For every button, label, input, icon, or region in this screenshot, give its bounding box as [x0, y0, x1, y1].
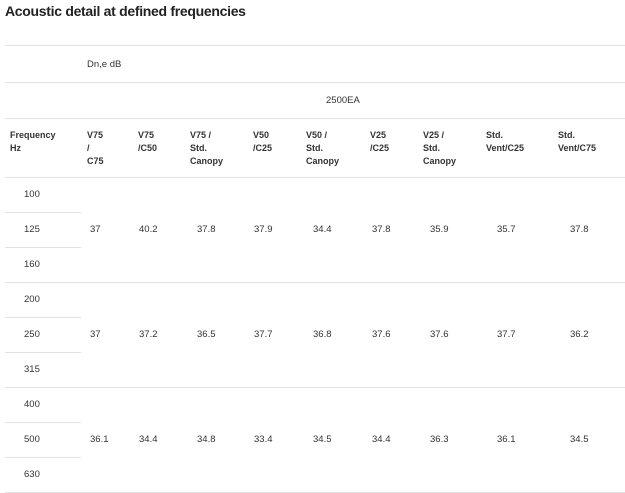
value: 36.1: [497, 434, 516, 445]
column-header: Std. Vent/C75: [558, 130, 597, 153]
column-header: V25 /C25: [370, 130, 390, 153]
value: 36.5: [197, 329, 216, 340]
cell-line: [5, 422, 81, 423]
value: 34.5: [570, 434, 589, 445]
row-line: [5, 387, 625, 388]
column-header: Std. Vent/C25: [486, 130, 525, 153]
cell-line: [5, 212, 81, 213]
value: 37: [90, 329, 101, 340]
row-line: [5, 282, 625, 283]
value: 33.4: [254, 434, 273, 445]
measure-label: Dn,e dB: [87, 59, 122, 70]
value: 36.8: [313, 329, 332, 340]
column-header: V50 / Std. Canopy: [306, 130, 340, 166]
value: 37: [90, 224, 101, 235]
cell-line: [5, 247, 81, 248]
frequency: 400: [24, 399, 40, 410]
column-header: V75 / Std. Canopy: [190, 130, 224, 166]
cell-line: [5, 317, 81, 318]
cell-line: [5, 457, 81, 458]
value: 37.7: [254, 329, 273, 340]
value: 34.5: [313, 434, 332, 445]
value: 37.8: [372, 224, 391, 235]
value: 34.4: [139, 434, 158, 445]
value: 37.7: [497, 329, 516, 340]
value: 37.2: [139, 329, 158, 340]
value: 35.7: [497, 224, 516, 235]
value: 34.8: [197, 434, 216, 445]
value: 37.6: [372, 329, 391, 340]
frequency: 315: [24, 364, 40, 375]
row-line: [5, 177, 625, 178]
row-line: [5, 82, 625, 83]
value: 35.9: [430, 224, 449, 235]
frequency: 125: [24, 224, 40, 235]
frequency: 250: [24, 329, 40, 340]
value: 34.4: [313, 224, 332, 235]
column-header: V75 / C75: [87, 130, 104, 166]
value: 37.9: [254, 224, 273, 235]
column-header: V25 / Std. Canopy: [423, 130, 457, 166]
frequency: 630: [24, 469, 40, 480]
cell-line: [5, 352, 81, 353]
value: 36.3: [430, 434, 449, 445]
column-header: Frequency Hz: [10, 130, 56, 153]
frequency: 160: [24, 259, 40, 270]
frequency: 500: [24, 434, 40, 445]
row-line: [5, 118, 625, 119]
value: 36.1: [90, 434, 109, 445]
frequency: 100: [24, 189, 40, 200]
value: 37.6: [430, 329, 449, 340]
row-line: [5, 45, 625, 46]
product-label: 2500EA: [326, 95, 360, 106]
value: 37.8: [570, 224, 589, 235]
column-header: V75 /C50: [138, 130, 158, 153]
value: 34.4: [372, 434, 391, 445]
frequency: 200: [24, 294, 40, 305]
value: 36.2: [570, 329, 589, 340]
title: Acoustic detail at defined frequencies: [5, 3, 246, 19]
value: 37.8: [197, 224, 216, 235]
value: 40.2: [139, 224, 158, 235]
column-header: V50 /C25: [253, 130, 273, 153]
